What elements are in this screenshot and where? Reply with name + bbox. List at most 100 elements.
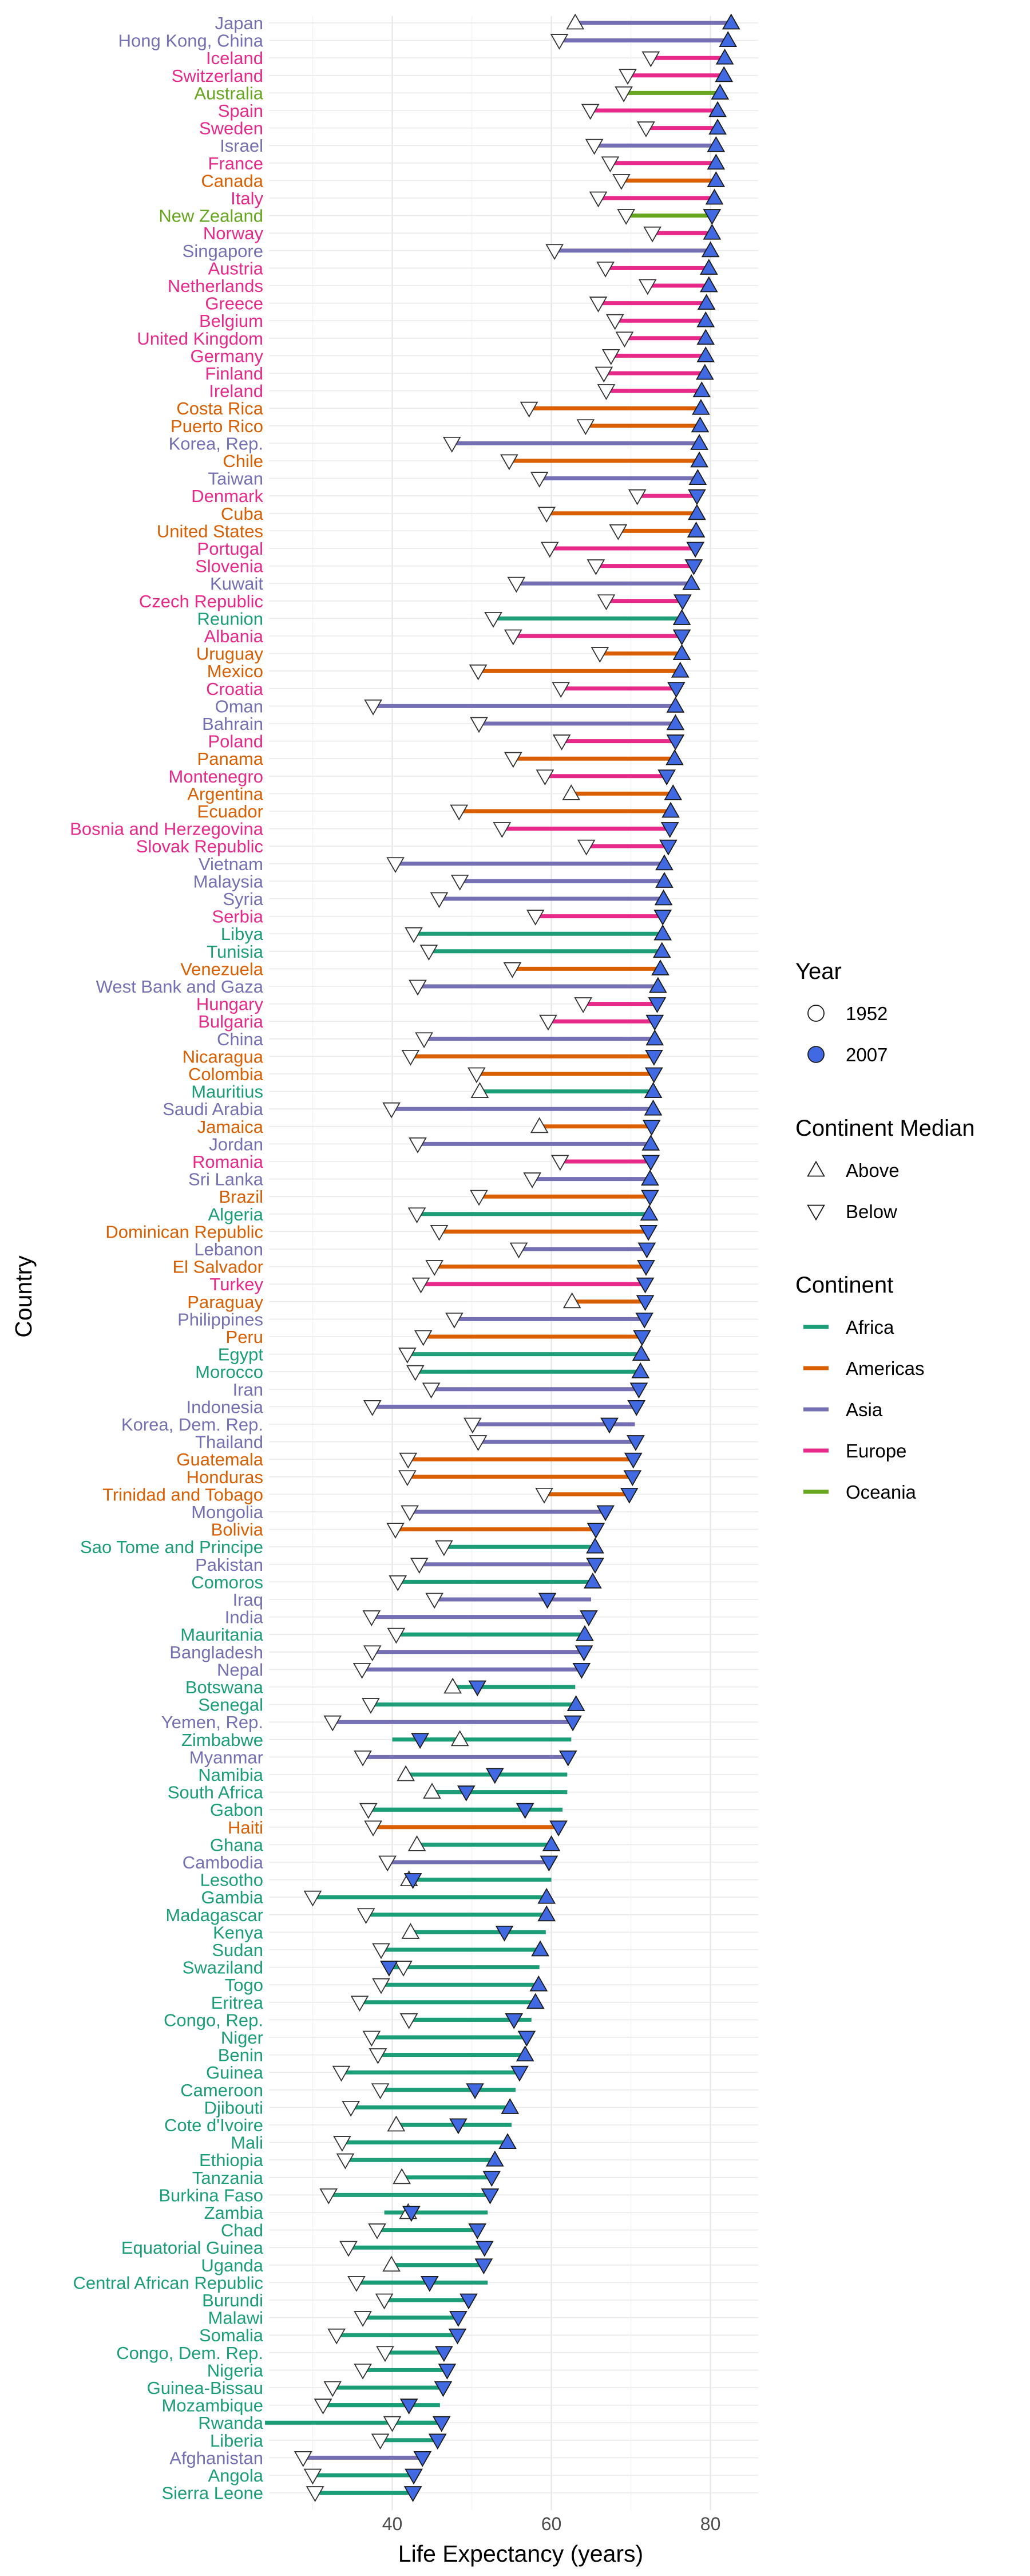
- country-label: Montenegro: [169, 767, 263, 787]
- point-2007: [671, 661, 690, 678]
- point-1952: [405, 927, 423, 943]
- country-label: Burkina Faso: [159, 2185, 263, 2205]
- point-1952: [617, 209, 636, 225]
- point-2007: [434, 2381, 453, 2397]
- country-label: Central African Republic: [73, 2273, 263, 2293]
- country-label: Somalia: [199, 2325, 264, 2345]
- country-label: Cuba: [221, 504, 264, 524]
- point-1952: [469, 664, 488, 681]
- point-2007: [501, 2098, 520, 2114]
- point-1952: [387, 2115, 406, 2132]
- country-label: Norway: [203, 223, 264, 243]
- point-1952: [615, 331, 634, 348]
- point-2007: [482, 2171, 501, 2187]
- point-2007: [529, 1975, 548, 1992]
- legend-label: Above: [846, 1160, 900, 1181]
- point-2007: [481, 2188, 500, 2204]
- country-label: Lebanon: [194, 1239, 263, 1259]
- point-2007: [549, 1820, 568, 1837]
- country-label: Uganda: [201, 2255, 263, 2275]
- point-2007: [705, 188, 724, 205]
- country-label: Turkey: [209, 1274, 263, 1294]
- point-1952: [347, 2275, 366, 2292]
- country-label: Israel: [220, 136, 263, 156]
- legend-label: Europe: [846, 1440, 906, 1461]
- x-tick-labels: 40 60 80: [382, 2514, 721, 2534]
- point-2007: [558, 1750, 577, 1767]
- country-label: Namibia: [198, 1765, 263, 1785]
- point-2007: [600, 1417, 619, 1434]
- point-1952: [382, 2255, 401, 2272]
- country-label: Mali: [231, 2133, 263, 2153]
- country-label: Madagascar: [165, 1905, 263, 1925]
- point-2007: [690, 451, 708, 468]
- point-2007: [641, 1135, 660, 1151]
- point-1952: [401, 1923, 420, 1939]
- country-label: Philippines: [177, 1309, 263, 1329]
- country-label: Sri Lanka: [188, 1170, 264, 1190]
- point-1952: [410, 1558, 429, 1574]
- point-2007: [586, 1558, 604, 1574]
- point-1952: [407, 1835, 426, 1851]
- point-2007: [707, 171, 726, 187]
- country-label: Bolivia: [211, 1520, 264, 1540]
- point-2007: [516, 2045, 534, 2062]
- point-1952: [576, 419, 595, 436]
- country-label: Zambia: [204, 2203, 264, 2223]
- point-1952: [362, 1610, 381, 1626]
- country-label: Serbia: [212, 907, 263, 927]
- point-2007: [459, 2293, 478, 2310]
- point-2007: [411, 1733, 429, 1749]
- point-2007: [542, 1835, 561, 1851]
- point-2007: [644, 1082, 663, 1099]
- point-2007: [657, 769, 676, 786]
- point-1952: [601, 349, 620, 365]
- point-1952: [383, 2416, 402, 2432]
- point-1952: [470, 1190, 488, 1206]
- country-label: Dominican Republic: [105, 1222, 263, 1242]
- country-label: Portugal: [197, 539, 263, 559]
- point-2007: [645, 1029, 664, 1046]
- point-2007: [672, 644, 691, 661]
- country-label: Belgium: [199, 311, 263, 331]
- country-label: Mauritius: [191, 1082, 263, 1102]
- point-2007: [624, 1452, 643, 1469]
- point-2007: [692, 398, 710, 415]
- point-2007: [537, 1905, 556, 1922]
- point-1952: [386, 857, 405, 874]
- country-label: West Bank and Gaza: [96, 977, 264, 997]
- point-2007: [686, 542, 705, 558]
- country-label: Congo, Rep.: [164, 2010, 263, 2030]
- legend-title: Continent Median: [795, 1116, 975, 1141]
- point-2007: [682, 574, 701, 590]
- country-label: Nigeria: [207, 2360, 264, 2380]
- point-2007: [659, 839, 678, 856]
- country-label: Bosnia and Herzegovina: [70, 819, 264, 839]
- point-2007: [413, 2451, 432, 2467]
- point-1952: [411, 1277, 430, 1294]
- country-label: Jamaica: [197, 1117, 264, 1137]
- point-1952: [393, 2168, 411, 2184]
- country-label: Kuwait: [210, 574, 263, 594]
- legend-key-triangle: [807, 1204, 825, 1221]
- point-1952: [407, 1207, 426, 1224]
- country-label: Afghanistan: [169, 2448, 263, 2468]
- point-1952: [550, 34, 569, 50]
- point-2007: [448, 2328, 467, 2345]
- country-label: Comoros: [191, 1572, 263, 1592]
- country-label: Nicaragua: [183, 1046, 264, 1066]
- country-label: United Kingdom: [137, 329, 263, 349]
- point-1952: [401, 1505, 419, 1522]
- country-label: Ghana: [210, 1835, 264, 1855]
- country-label: Malaysia: [193, 871, 264, 891]
- country-label: Zimbabwe: [181, 1730, 263, 1750]
- point-2007: [466, 2083, 484, 2100]
- point-2007: [537, 1887, 556, 1904]
- country-label: China: [217, 1029, 264, 1049]
- point-2007: [517, 2030, 536, 2047]
- point-2007: [651, 959, 670, 975]
- point-1952: [382, 1102, 401, 1119]
- country-label: Bangladesh: [169, 1642, 263, 1662]
- point-2007: [639, 1224, 657, 1241]
- point-1952: [509, 1242, 528, 1259]
